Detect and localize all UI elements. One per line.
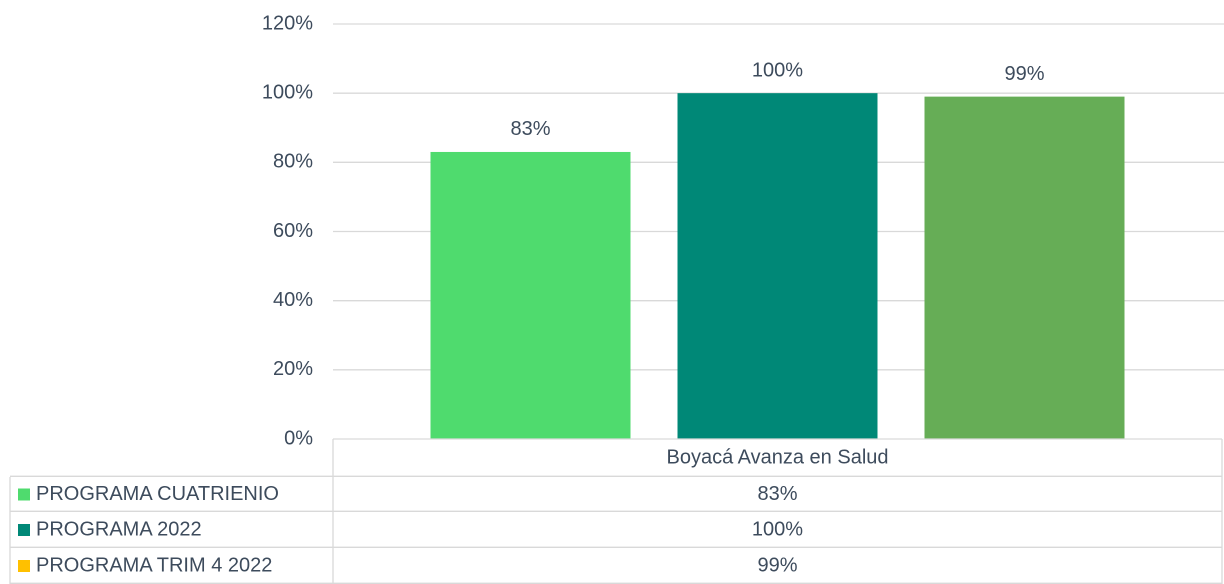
legend-label: PROGRAMA CUATRIENIO xyxy=(36,483,279,505)
bar xyxy=(677,93,878,440)
legend-key xyxy=(18,560,30,572)
x-tick-label: Boyacá Avanza en Salud xyxy=(666,446,888,468)
y-tick-label: 40% xyxy=(273,289,313,311)
bar xyxy=(430,151,631,440)
legend-label: PROGRAMA 2022 xyxy=(36,518,202,540)
y-tick-label: 100% xyxy=(262,81,313,103)
table-value: 99% xyxy=(757,554,797,576)
y-tick-label: 20% xyxy=(273,358,313,380)
data-label: 100% xyxy=(752,59,803,81)
legend-label: PROGRAMA TRIM 4 2022 xyxy=(36,554,272,576)
legend-key xyxy=(18,524,30,536)
y-tick-label: 120% xyxy=(262,12,313,34)
legend-key xyxy=(18,488,30,501)
y-tick-label: 80% xyxy=(273,151,313,173)
table-value: 83% xyxy=(757,483,797,505)
data-label: 99% xyxy=(1004,63,1044,85)
y-tick-label: 60% xyxy=(273,220,313,242)
bar xyxy=(924,96,1125,439)
table-value: 100% xyxy=(752,518,803,540)
y-tick-label: 0% xyxy=(284,427,313,449)
data-label: 83% xyxy=(510,118,550,140)
